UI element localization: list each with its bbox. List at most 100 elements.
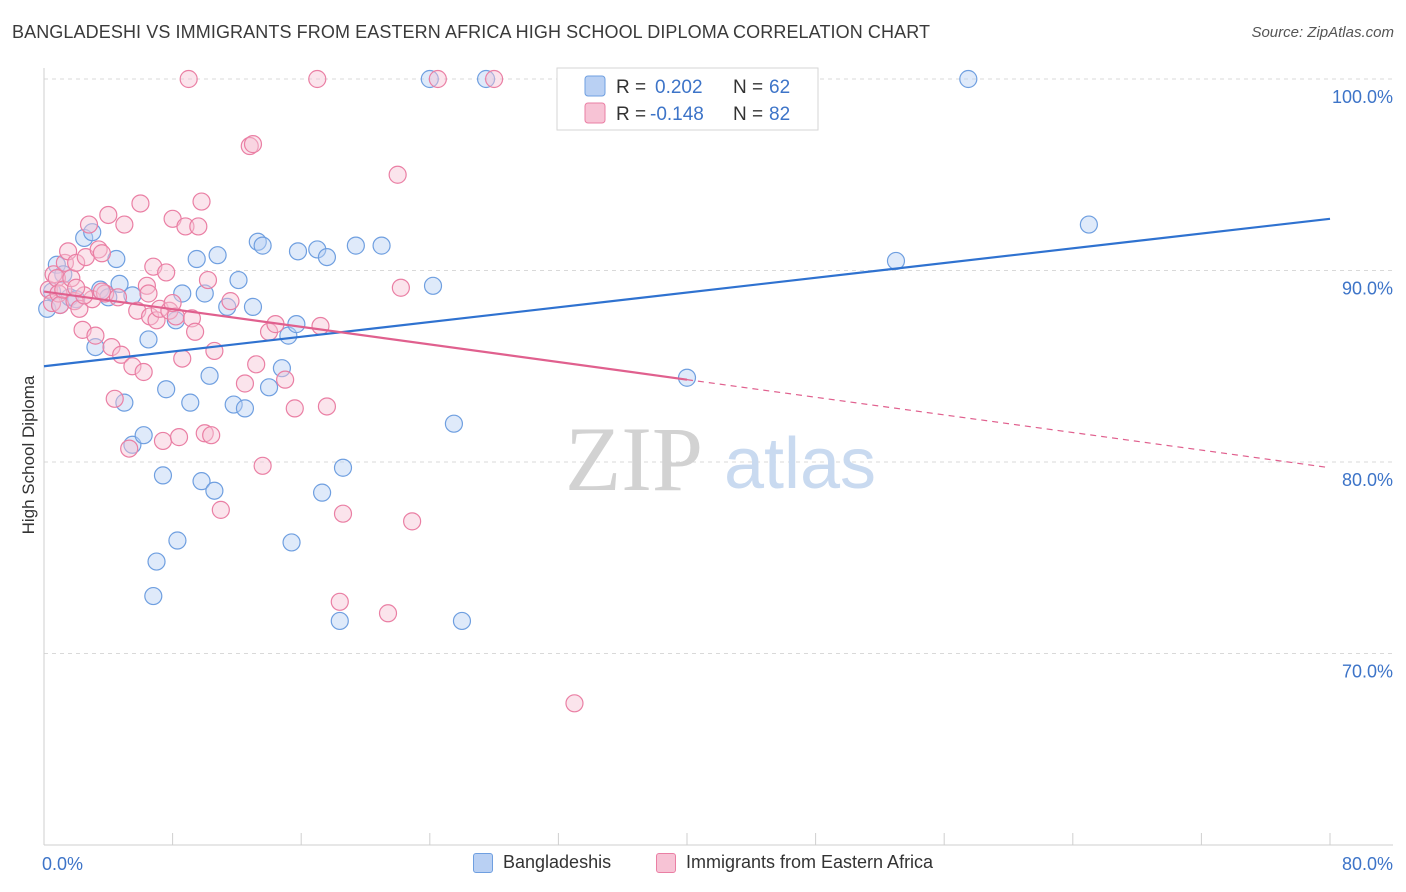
y-tick-labels: 100.0% 90.0% 80.0% 70.0% bbox=[1332, 87, 1393, 682]
trendline-eastern-africa bbox=[43, 290, 688, 381]
point-eastern-africa bbox=[134, 362, 153, 382]
point-eastern-africa bbox=[403, 512, 422, 531]
point-bangladeshi bbox=[144, 586, 163, 606]
point-eastern-africa bbox=[189, 217, 208, 236]
watermark-zip: ZIP bbox=[565, 408, 703, 510]
point-eastern-africa bbox=[102, 338, 121, 357]
point-bangladeshi bbox=[253, 236, 272, 255]
point-bangladeshi bbox=[205, 481, 224, 500]
chart-title: BANGLADESHI VS IMMIGRANTS FROM EASTERN A… bbox=[12, 22, 931, 42]
point-bangladeshi bbox=[208, 246, 227, 265]
point-eastern-africa bbox=[311, 316, 330, 336]
point-bangladeshi bbox=[287, 315, 306, 334]
point-eastern-africa bbox=[99, 205, 118, 225]
point-bangladeshi bbox=[168, 531, 187, 550]
point-eastern-africa bbox=[86, 326, 105, 345]
trendline-eastern-africa-extension bbox=[686, 379, 1331, 469]
legend-n-value-blue: 62 bbox=[769, 77, 790, 98]
point-eastern-africa bbox=[179, 69, 198, 89]
point-eastern-africa bbox=[92, 244, 111, 263]
point-bangladeshi bbox=[181, 393, 200, 412]
y-tick-label: 90.0% bbox=[1342, 279, 1393, 299]
trend-lines bbox=[43, 217, 1331, 469]
point-eastern-africa bbox=[67, 253, 86, 272]
watermark-atlas: atlas bbox=[724, 424, 876, 504]
point-eastern-africa bbox=[163, 293, 182, 313]
point-bangladeshi bbox=[282, 533, 301, 552]
y-tick-label: 70.0% bbox=[1342, 662, 1393, 682]
point-bangladeshi bbox=[147, 552, 166, 571]
point-eastern-africa bbox=[105, 389, 124, 408]
legend-swatch-eastern-africa bbox=[656, 852, 676, 873]
point-bangladeshi bbox=[259, 378, 279, 397]
correlation-legend: R = 0.202 N = 62 R = -0.148 N = 82 bbox=[556, 67, 819, 131]
point-eastern-africa bbox=[182, 309, 201, 328]
point-eastern-africa bbox=[192, 192, 211, 211]
point-eastern-africa bbox=[120, 439, 139, 458]
legend-n-value-pink: 82 bbox=[769, 104, 790, 125]
point-eastern-africa bbox=[211, 500, 230, 519]
point-bangladeshi bbox=[444, 414, 464, 433]
point-eastern-africa bbox=[70, 299, 89, 318]
point-eastern-africa bbox=[485, 69, 504, 89]
point-eastern-africa bbox=[115, 215, 134, 234]
point-eastern-africa bbox=[276, 370, 295, 389]
legend-r-value-pink: -0.148 bbox=[650, 104, 704, 125]
point-eastern-africa bbox=[139, 284, 158, 303]
point-bangladeshi bbox=[317, 247, 337, 267]
y-axis-label: High School Diploma bbox=[19, 375, 38, 534]
point-eastern-africa bbox=[221, 292, 240, 311]
point-bangladeshi bbox=[166, 311, 185, 330]
point-eastern-africa bbox=[428, 69, 447, 89]
point-eastern-africa bbox=[131, 194, 150, 213]
point-bangladeshi bbox=[134, 426, 153, 445]
point-bangladeshi bbox=[235, 399, 255, 418]
point-eastern-africa bbox=[157, 263, 176, 282]
legend-n-label-blue: N = bbox=[733, 77, 763, 98]
point-eastern-africa bbox=[137, 276, 156, 295]
point-eastern-africa bbox=[378, 604, 398, 623]
point-bangladeshi bbox=[330, 611, 349, 631]
point-eastern-africa bbox=[565, 694, 584, 713]
point-bangladeshi bbox=[200, 366, 219, 385]
point-bangladeshi bbox=[229, 270, 248, 290]
axes bbox=[43, 68, 1393, 846]
point-eastern-africa bbox=[112, 345, 131, 364]
point-bangladeshi bbox=[243, 297, 263, 316]
legend-label-bangladeshis: Bangladeshis bbox=[503, 852, 612, 872]
legend-r-label-pink: R = bbox=[616, 104, 646, 125]
point-eastern-africa bbox=[147, 311, 166, 330]
point-eastern-africa bbox=[67, 278, 86, 297]
point-bangladeshi bbox=[452, 611, 472, 631]
point-bangladeshi bbox=[187, 249, 206, 269]
point-eastern-africa bbox=[173, 349, 192, 368]
point-bangladeshi bbox=[157, 380, 176, 399]
point-eastern-africa bbox=[50, 295, 70, 315]
point-bangladeshi bbox=[1079, 215, 1098, 234]
y-tick-label: 80.0% bbox=[1342, 470, 1393, 490]
point-eastern-africa bbox=[92, 282, 111, 301]
point-bangladeshi bbox=[139, 330, 158, 349]
point-bangladeshi bbox=[192, 472, 211, 491]
point-eastern-africa bbox=[333, 504, 353, 523]
legend-n-label-pink: N = bbox=[733, 104, 763, 125]
point-bangladeshi bbox=[312, 483, 332, 502]
point-bangladeshi bbox=[288, 242, 308, 261]
legend-r-value-blue: 0.202 bbox=[655, 77, 703, 98]
point-eastern-africa bbox=[308, 69, 327, 89]
x-tick-label-min: 0.0% bbox=[42, 854, 83, 874]
point-bangladeshi bbox=[308, 240, 327, 259]
point-bangladeshi bbox=[153, 466, 173, 485]
point-eastern-africa bbox=[186, 322, 205, 341]
point-bangladeshi bbox=[423, 276, 443, 295]
y-tick-label: 100.0% bbox=[1332, 87, 1393, 107]
point-bangladeshi bbox=[224, 395, 243, 414]
point-eastern-africa bbox=[202, 426, 221, 445]
point-eastern-africa bbox=[391, 278, 410, 297]
point-eastern-africa bbox=[47, 269, 66, 288]
point-eastern-africa bbox=[198, 270, 218, 290]
point-bangladeshi bbox=[115, 393, 134, 412]
data-points bbox=[38, 69, 1098, 713]
point-bangladeshi bbox=[333, 458, 353, 477]
